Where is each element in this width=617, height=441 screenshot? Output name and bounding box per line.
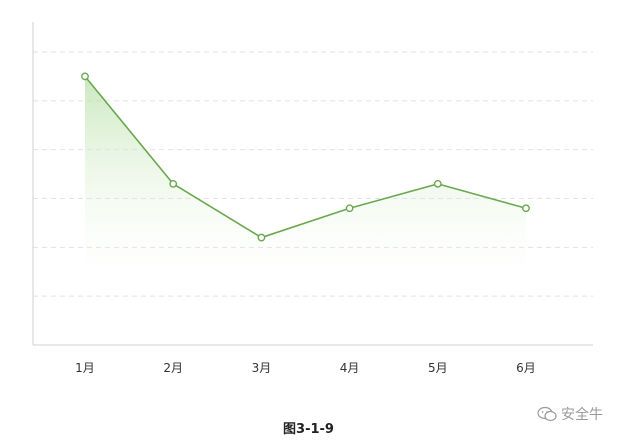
x-tick-label: 6月 [516, 361, 536, 375]
data-points [81, 72, 530, 242]
chat-bubble-icon [537, 406, 557, 422]
series-line [84, 75, 527, 239]
data-point [522, 204, 530, 213]
area-fill [85, 76, 526, 297]
data-point [433, 179, 442, 188]
x-tick-label: 4月 [340, 361, 360, 375]
x-tick-label: 3月 [252, 361, 272, 375]
x-tick-label: 2月 [163, 361, 183, 375]
axes [32, 22, 593, 346]
watermark: 安全牛 [537, 404, 603, 424]
data-point [169, 179, 178, 188]
data-point [345, 204, 354, 213]
x-tick-label: 5月 [428, 361, 448, 375]
data-point [81, 72, 89, 81]
series-area [85, 76, 526, 297]
series-line-layer [84, 75, 527, 239]
figure-caption: 图3-1-9 [283, 422, 334, 437]
x-tick-label: 1月 [75, 361, 95, 375]
x-axis-ticks: 1月 2月 3月 4月 5月 6月 [75, 361, 536, 375]
watermark-text: 安全牛 [561, 407, 603, 423]
data-point [257, 233, 266, 242]
